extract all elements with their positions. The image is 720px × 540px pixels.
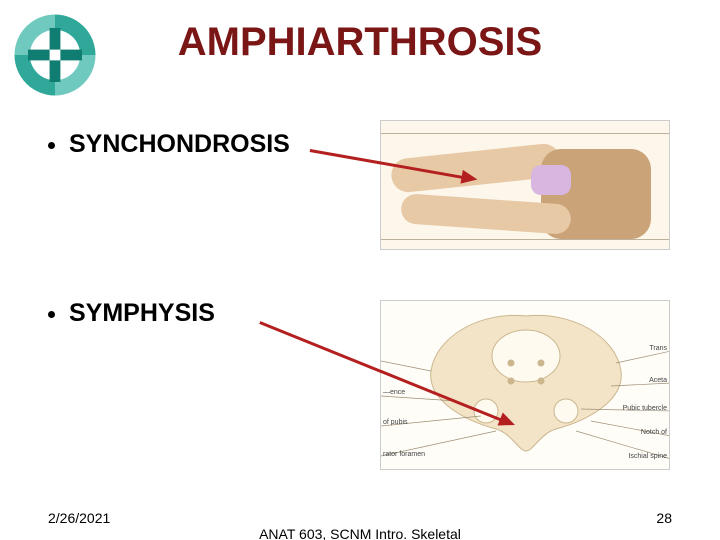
bullet-label: SYNCHONDROSIS [69, 130, 290, 159]
figure-label: of pubis [383, 419, 408, 426]
figure-label: Notch of [641, 429, 667, 436]
figure-label: Aceta [649, 377, 667, 384]
footer-line1: ANAT 603, SCNM Intro. Skeletal [259, 526, 461, 540]
arrow-head-icon [460, 170, 478, 187]
slide-title: AMPHIARTHROSIS [0, 20, 720, 65]
slide: AMPHIARTHROSIS SYNCHONDROSIS SYMPHYSIS [0, 0, 720, 540]
bullet-dot-icon [48, 142, 55, 149]
figure-symphysis: —ence of pubis rator foramen Trans Aceta… [380, 300, 670, 470]
bullet-dot-icon [48, 311, 55, 318]
footer-page-number: 28 [656, 510, 672, 526]
figure-label: Pubic tubercle [623, 405, 667, 412]
footer-course: ANAT 603, SCNM Intro. Skeletal System & … [0, 526, 720, 540]
footer-date: 2/26/2021 [48, 510, 110, 526]
figure-label: —ence [383, 389, 405, 396]
figure-synchondrosis [380, 120, 670, 250]
figure-label: Ischial spine [628, 453, 667, 460]
figure-label: Trans [649, 345, 667, 352]
bullet-label: SYMPHYSIS [69, 299, 215, 328]
figure-label: rator foramen [383, 451, 425, 458]
